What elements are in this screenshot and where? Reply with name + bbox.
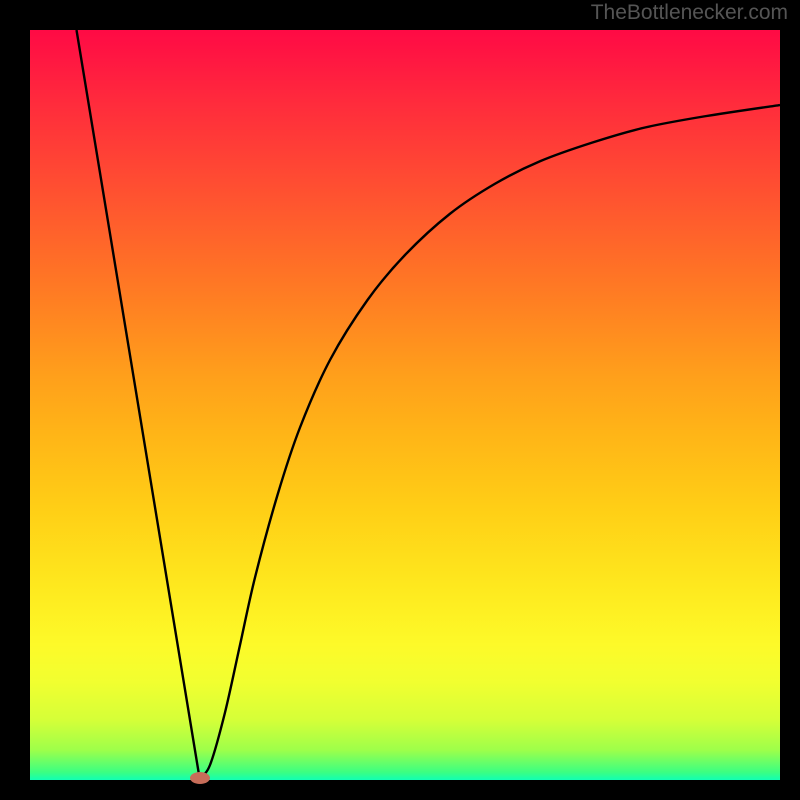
optimal-marker xyxy=(190,772,210,784)
watermark-text: TheBottlenecker.com xyxy=(591,1,788,25)
chart-container: { "meta": { "watermark_text": "TheBottle… xyxy=(0,0,800,800)
bottleneck-curve xyxy=(77,30,781,778)
curve-svg xyxy=(30,30,780,780)
plot-area xyxy=(30,30,780,780)
